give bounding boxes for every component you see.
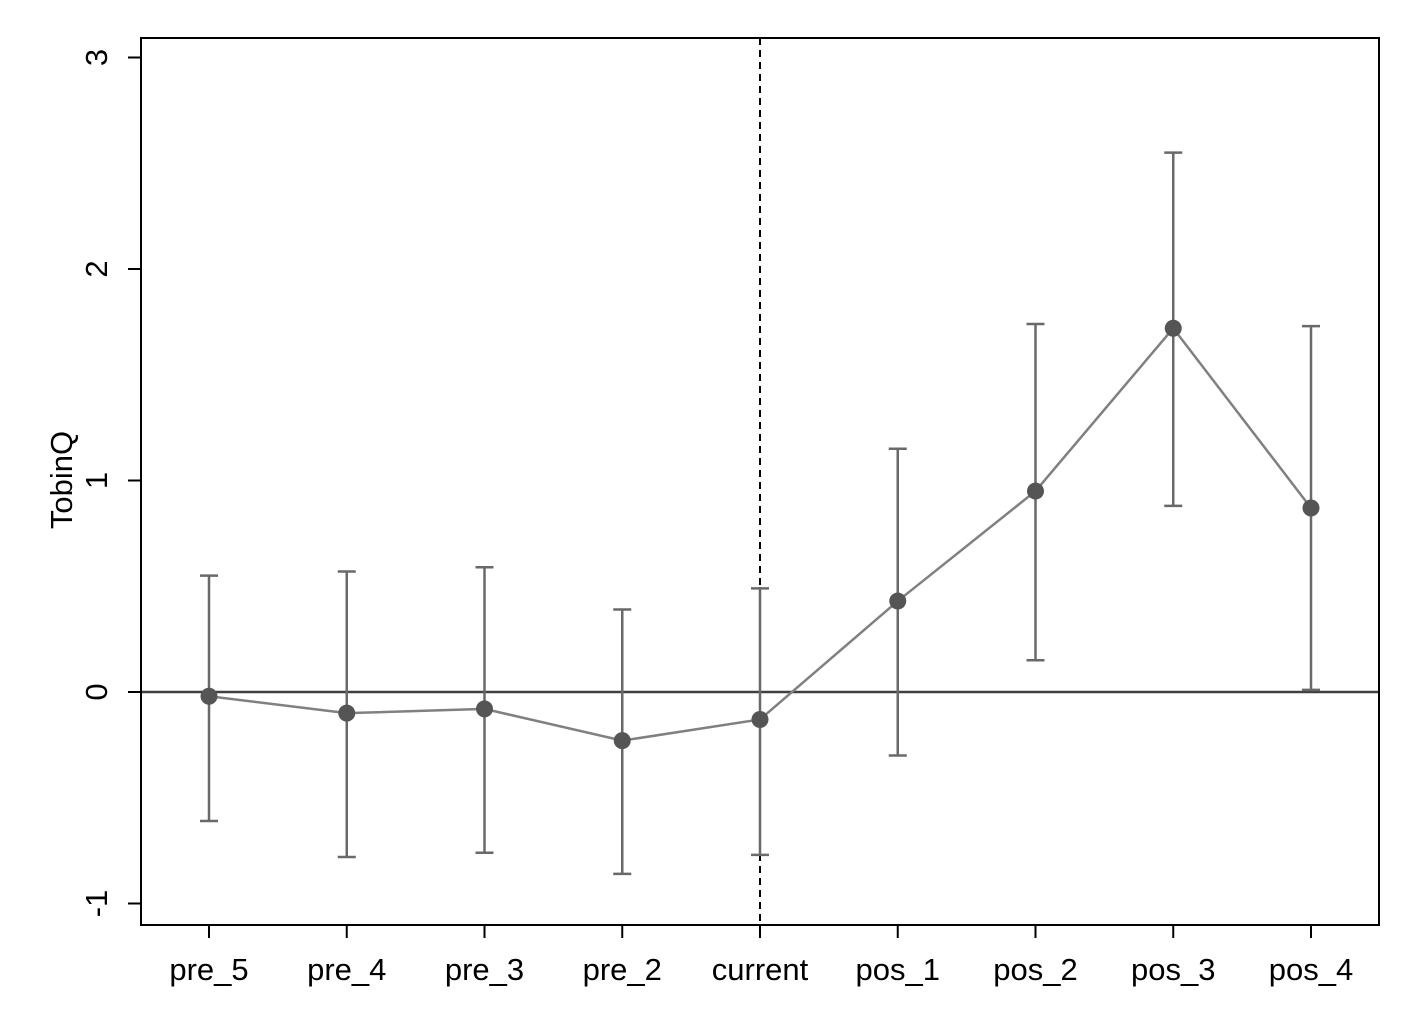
data-point bbox=[613, 732, 631, 750]
y-axis-title: TobinQ bbox=[44, 431, 79, 529]
x-tick-label: pos_2 bbox=[993, 952, 1077, 987]
data-point bbox=[1164, 319, 1182, 337]
data-point bbox=[476, 700, 493, 718]
data-point bbox=[751, 710, 769, 728]
x-tick-label: pos_4 bbox=[1269, 952, 1353, 987]
x-tick-label: current bbox=[712, 952, 809, 987]
data-point bbox=[338, 704, 356, 722]
plot-layer bbox=[141, 38, 1379, 925]
y-axis: -1 0 1 2 3 bbox=[79, 49, 141, 917]
data-point bbox=[1027, 482, 1044, 500]
x-tick-label: pre_5 bbox=[169, 952, 248, 987]
x-tick-label: pos_3 bbox=[1131, 952, 1215, 987]
y-tick-label: 2 bbox=[79, 260, 114, 277]
x-tick-label: pre_2 bbox=[583, 952, 662, 987]
y-tick-label: 1 bbox=[79, 472, 114, 489]
x-tick-label: pre_4 bbox=[307, 952, 386, 987]
data-point bbox=[889, 592, 907, 610]
data-point bbox=[200, 687, 218, 705]
x-axis: pre_5 pre_4 pre_3 pre_2 current pos_1 pos_2 pos… bbox=[169, 925, 1353, 987]
x-tick-label: pre_3 bbox=[445, 952, 524, 987]
x-tick-label: pos_1 bbox=[856, 952, 940, 987]
y-tick-label: -1 bbox=[79, 890, 114, 918]
data-point bbox=[1302, 499, 1320, 517]
y-tick-label: 0 bbox=[79, 683, 114, 700]
y-tick-label: 3 bbox=[79, 49, 114, 66]
